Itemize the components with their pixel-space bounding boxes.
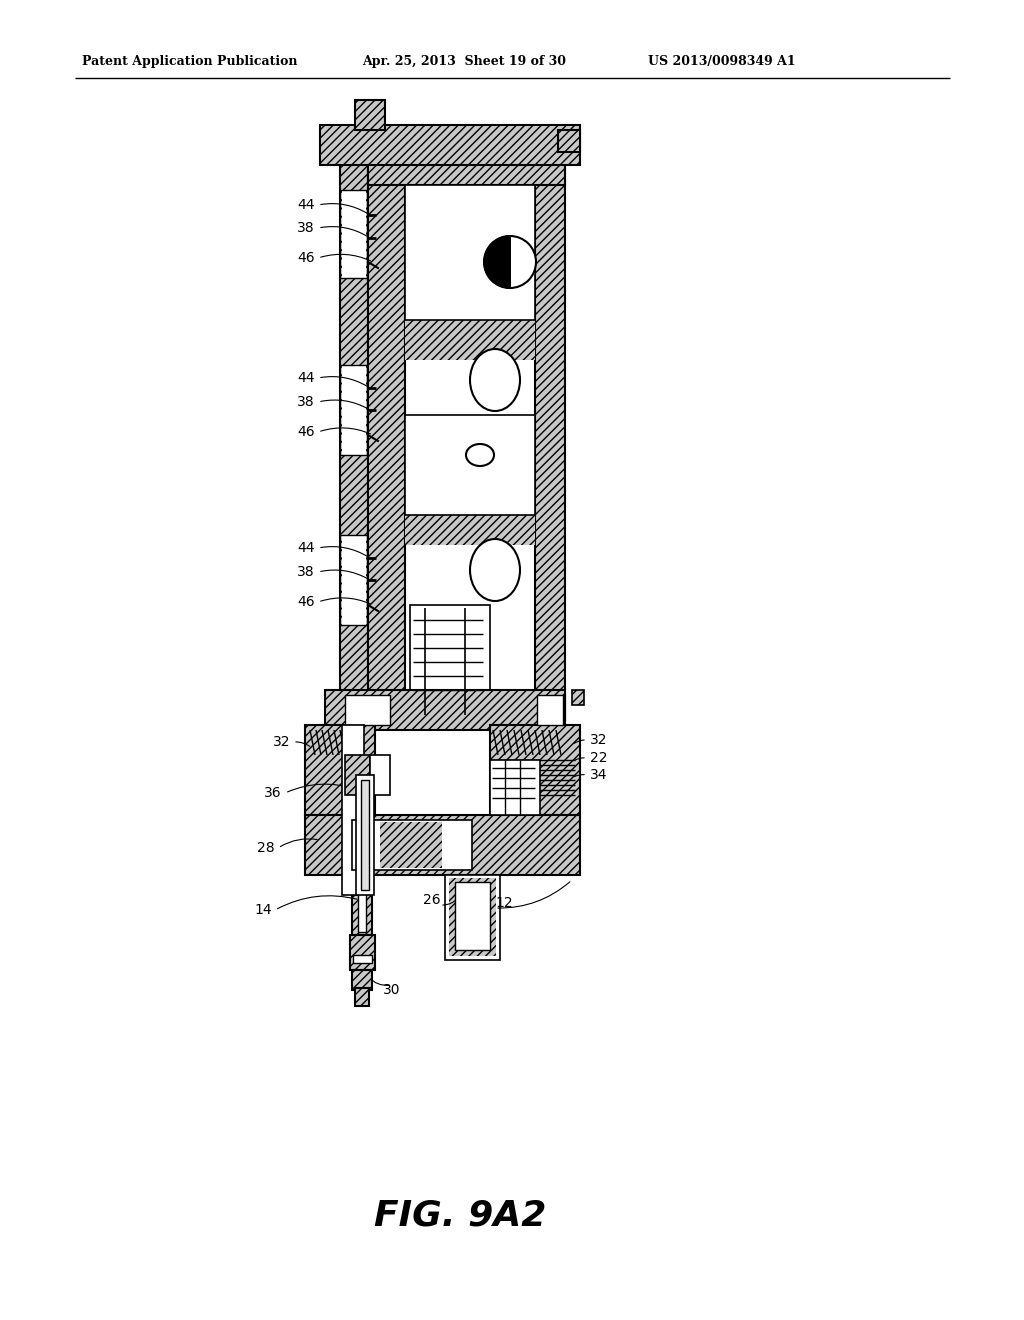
Bar <box>356 775 374 895</box>
Text: 38: 38 <box>297 565 315 579</box>
Bar <box>352 820 472 870</box>
Bar <box>535 160 565 719</box>
Bar <box>355 100 385 129</box>
Bar <box>345 696 390 725</box>
Bar <box>380 822 442 869</box>
Text: Patent Application Publication: Patent Application Publication <box>82 55 298 69</box>
Polygon shape <box>484 236 510 288</box>
Text: 36: 36 <box>264 785 282 800</box>
Text: 38: 38 <box>297 220 315 235</box>
Text: Apr. 25, 2013  Sheet 19 of 30: Apr. 25, 2013 Sheet 19 of 30 <box>362 55 566 69</box>
Bar <box>352 875 372 935</box>
Bar <box>350 935 375 970</box>
Bar <box>445 875 500 960</box>
Bar <box>572 690 584 705</box>
Text: 30: 30 <box>383 983 400 997</box>
Bar <box>342 535 366 624</box>
Text: US 2013/0098349 A1: US 2013/0098349 A1 <box>648 55 796 69</box>
Bar <box>340 129 368 730</box>
Text: 44: 44 <box>298 198 315 213</box>
Bar <box>490 760 540 814</box>
Text: 32: 32 <box>272 735 290 748</box>
Text: 22: 22 <box>590 751 607 766</box>
Bar <box>342 190 366 279</box>
Bar <box>305 814 580 875</box>
Bar <box>319 125 580 165</box>
Bar <box>305 725 375 814</box>
Text: 12: 12 <box>495 896 513 909</box>
Circle shape <box>484 236 536 288</box>
Bar <box>342 366 366 455</box>
Text: 44: 44 <box>298 371 315 385</box>
Bar <box>325 690 565 730</box>
Bar <box>368 160 565 185</box>
Bar <box>455 882 490 950</box>
Text: 34: 34 <box>590 768 607 781</box>
Bar <box>490 725 580 814</box>
Bar <box>353 954 372 964</box>
Bar <box>449 878 496 956</box>
Ellipse shape <box>470 348 520 411</box>
Bar <box>558 129 580 152</box>
Ellipse shape <box>470 539 520 601</box>
Bar <box>537 696 563 725</box>
Text: 46: 46 <box>297 425 315 440</box>
Bar <box>406 185 535 319</box>
Bar <box>352 970 372 990</box>
Text: 46: 46 <box>297 251 315 265</box>
Ellipse shape <box>466 444 494 466</box>
Bar <box>355 987 369 1006</box>
Bar <box>410 605 490 715</box>
Text: 44: 44 <box>298 541 315 554</box>
Bar <box>406 414 535 515</box>
Text: 38: 38 <box>297 395 315 409</box>
Bar <box>406 319 535 360</box>
Bar <box>345 755 370 795</box>
Bar <box>368 160 406 719</box>
Text: FIG. 9A2: FIG. 9A2 <box>374 1199 546 1232</box>
Text: 46: 46 <box>297 595 315 609</box>
Bar <box>368 696 565 719</box>
Bar <box>370 755 390 795</box>
Bar <box>358 878 366 932</box>
Bar <box>406 515 535 545</box>
Text: 28: 28 <box>257 841 275 855</box>
Bar <box>342 725 364 895</box>
Text: 32: 32 <box>590 733 607 747</box>
Text: 26: 26 <box>423 894 440 907</box>
Text: 14: 14 <box>254 903 272 917</box>
Bar <box>361 780 369 890</box>
